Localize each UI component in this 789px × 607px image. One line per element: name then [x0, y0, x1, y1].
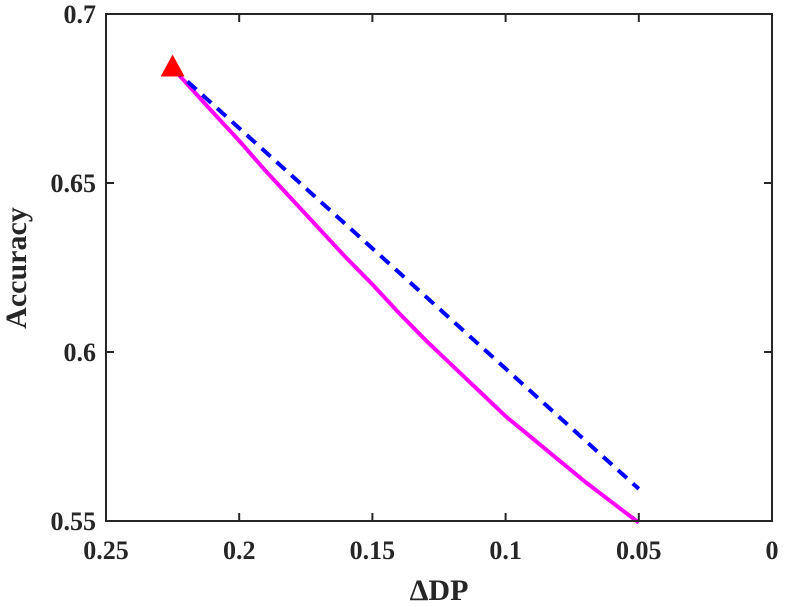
triangle-marker	[160, 54, 185, 77]
series-line-dashed	[171, 66, 641, 491]
x-axis-label: ΔDP	[410, 574, 469, 607]
series-layer	[171, 66, 641, 525]
y-tick-label: 0.65	[51, 169, 97, 198]
marker-layer	[160, 54, 185, 77]
plot-background	[106, 14, 772, 521]
x-tick-label: 0	[766, 536, 779, 565]
x-tick-label: 0.25	[83, 536, 129, 565]
series-line-solid	[171, 66, 641, 525]
x-tick-label: 0.1	[489, 536, 522, 565]
y-axis-label: Accuracy	[0, 207, 33, 329]
y-tick-label: 0.7	[64, 0, 97, 29]
plot-frame	[105, 13, 773, 522]
x-tick-label: 0.15	[350, 536, 396, 565]
tick-layer: 0.25 0.2 0.15 0.1 0.05 0 0.55 0.6 0.65 0.7	[51, 0, 779, 565]
x-tick-label: 0.05	[616, 536, 662, 565]
y-tick-label: 0.55	[51, 507, 97, 536]
x-tick-label: 0.2	[223, 536, 256, 565]
y-tick-label: 0.6	[64, 338, 97, 367]
